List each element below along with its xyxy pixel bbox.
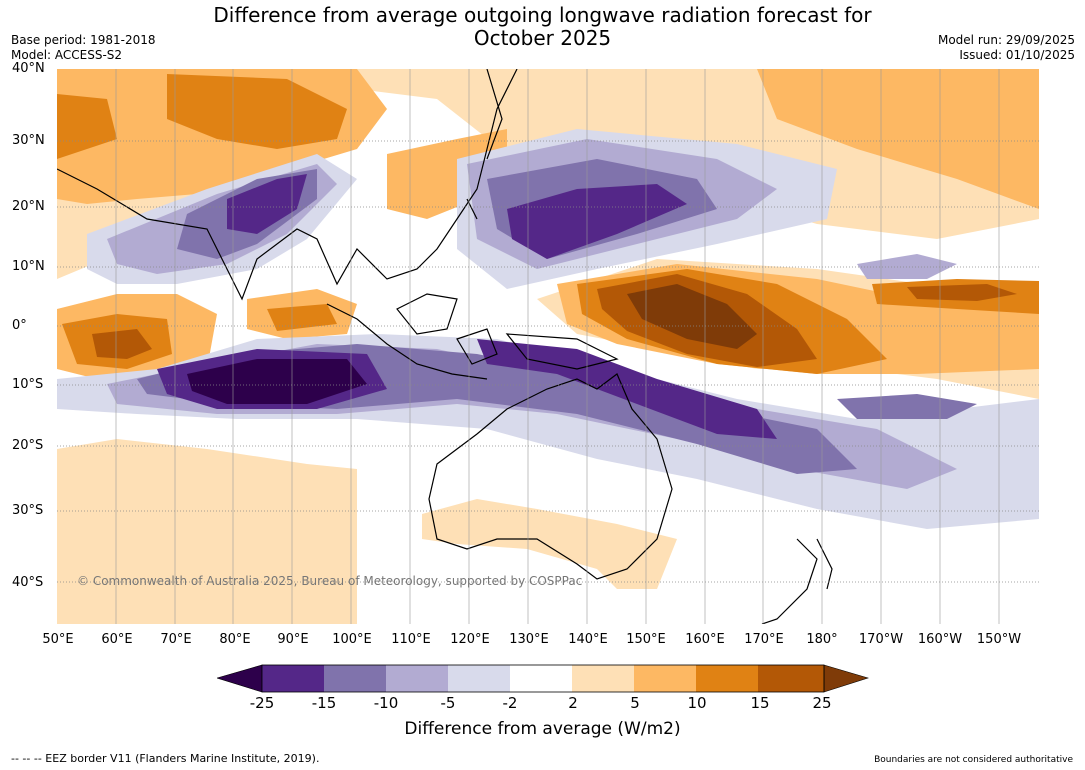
model-name: Model: ACCESS-S2 <box>11 48 123 62</box>
colorbar-tick: 15 <box>750 694 770 712</box>
lat-label: 20°N <box>12 199 45 214</box>
colorbar-segment <box>572 665 634 692</box>
positive-anomaly-east-indian-strong <box>267 304 337 331</box>
colorbar-tick: 25 <box>812 694 832 712</box>
positive-anomaly-west-indian-core <box>92 329 152 359</box>
lat-label: 40°S <box>12 575 44 590</box>
coastlines <box>57 69 833 624</box>
olr-anomaly-map <box>57 69 1039 624</box>
model-run: Model run: 29/09/2025 <box>937 33 1075 47</box>
colorbar-extend-min <box>217 664 263 693</box>
asia-coastline <box>57 69 518 301</box>
positive-anomaly-tibet <box>167 74 347 149</box>
positive-anomaly-arabia <box>57 94 117 159</box>
lon-label: 150°W <box>976 632 1022 647</box>
meta-right: Model run: 29/09/2025 Issued: 01/10/2025 <box>938 33 1075 63</box>
colorbar-segment <box>386 665 448 692</box>
colorbar-tick: -15 <box>311 694 337 712</box>
chart-title: Difference from average outgoing longwav… <box>0 4 1085 50</box>
negative-anomaly-north-pacific <box>857 254 957 279</box>
lon-label: 170°W <box>858 632 904 647</box>
colorbar-segment <box>758 665 824 692</box>
positive-anomaly-central-pacific-core <box>907 284 1017 301</box>
lon-label: 100°E <box>332 632 372 647</box>
lon-label: 50°E <box>42 632 74 647</box>
negative-anomaly-bay-of-bengal <box>227 174 307 234</box>
lat-label: 30°S <box>12 503 44 518</box>
anomaly-fields <box>57 69 1039 624</box>
positive-anomaly-west-aus <box>57 439 357 624</box>
lon-label: 150°E <box>626 632 666 647</box>
lon-label: 110°E <box>391 632 431 647</box>
copyright-notice: © Commonwealth of Australia 2025, Bureau… <box>77 574 583 588</box>
lon-label: 120°E <box>450 632 490 647</box>
map-canvas <box>57 69 1039 624</box>
colorbar-segment <box>262 665 324 692</box>
eez-legend: -- -- -- EEZ border V11 (Flanders Marine… <box>11 752 320 765</box>
boundaries-disclaimer: Boundaries are not considered authoritat… <box>874 755 1073 765</box>
meridians <box>115 69 1000 624</box>
colorbar-segment <box>510 665 572 692</box>
issued-date: Issued: 01/10/2025 <box>959 48 1075 62</box>
lon-label: 170°E <box>744 632 784 647</box>
lat-label: 20°S <box>12 438 44 453</box>
title-line-1: Difference from average outgoing longwav… <box>213 3 872 27</box>
colorbar-outline <box>261 664 825 693</box>
lon-label: 130°E <box>509 632 549 647</box>
colorbar-segment <box>634 665 696 692</box>
colorbar-extend-max <box>823 664 869 693</box>
colorbar-segment <box>696 665 758 692</box>
positive-anomaly-south-aus <box>422 499 677 589</box>
colorbar-tick: 2 <box>568 694 578 712</box>
lon-label: 60°E <box>101 632 133 647</box>
colorbar-tick: -2 <box>502 694 518 712</box>
meta-left: Base period: 1981-2018 Model: ACCESS-S2 <box>11 33 156 63</box>
lon-label: 160°E <box>685 632 725 647</box>
colorbar-tick: -10 <box>373 694 399 712</box>
negative-anomaly-philippine-sea-core <box>507 184 687 259</box>
colorbar <box>217 664 869 693</box>
colorbar-segment <box>324 665 386 692</box>
lon-label: 70°E <box>160 632 192 647</box>
negative-anomaly-timor-sea-core <box>187 359 367 404</box>
lon-label: 160°W <box>917 632 963 647</box>
new-zealand-coastline <box>761 538 833 624</box>
australia-coastline <box>428 373 673 580</box>
lat-label: 30°N <box>12 133 45 148</box>
maritime-continent-coastline <box>326 293 619 380</box>
lat-label: 40°N <box>12 61 45 76</box>
colorbar-segment <box>448 665 510 692</box>
lon-label: 90°E <box>277 632 309 647</box>
colorbar-tick: -25 <box>249 694 275 712</box>
base-period: Base period: 1981-2018 <box>11 33 156 47</box>
lon-label: 180° <box>806 632 838 647</box>
japan-coastline <box>466 69 503 220</box>
colorbar-tick: 5 <box>630 694 640 712</box>
colorbar-tick: 10 <box>687 694 707 712</box>
positive-anomaly-pacific-ne <box>757 69 1039 209</box>
title-line-2: October 2025 <box>473 26 612 50</box>
lat-label: 0° <box>12 318 27 333</box>
lat-label: 10°N <box>12 259 45 274</box>
lon-label: 140°E <box>568 632 608 647</box>
lat-label: 10°S <box>12 377 44 392</box>
colorbar-label: Difference from average (W/m2) <box>404 719 681 739</box>
lon-label: 80°E <box>219 632 251 647</box>
negative-anomaly-south-pacific <box>837 394 977 419</box>
positive-anomaly-pacific-max <box>627 284 757 349</box>
colorbar-tick: -5 <box>440 694 456 712</box>
